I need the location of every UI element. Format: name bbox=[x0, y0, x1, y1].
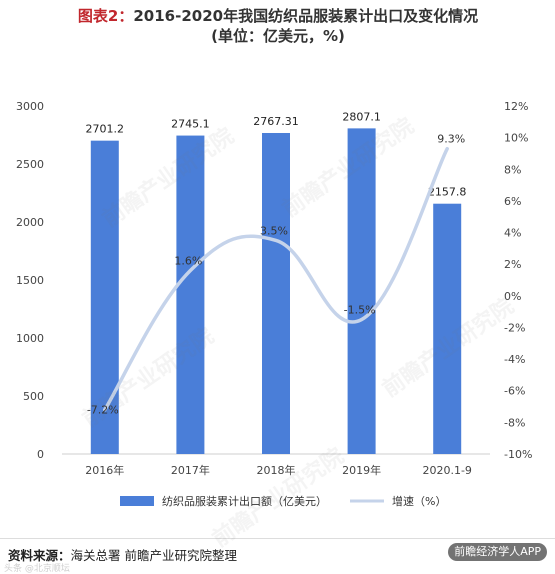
x-tick-label: 2016年 bbox=[85, 463, 124, 477]
y-left-tick-label: 1500 bbox=[16, 274, 44, 287]
app-badge[interactable]: 前瞻经济学人APP bbox=[448, 543, 547, 561]
chart-title: 图表2：2016-2020年我国纺织品服装累计出口及变化情况 (单位：亿美元，%… bbox=[8, 6, 548, 46]
legend-bar-swatch bbox=[120, 496, 154, 506]
line-value-label: -7.2% bbox=[87, 404, 119, 417]
legend-bar-label: 纺织品服装累计出口额（亿美元） bbox=[162, 494, 327, 508]
line-value-label: 1.6% bbox=[174, 255, 202, 268]
line-value-label: 3.5% bbox=[260, 224, 288, 237]
source-text: 海关总署 前瞻产业研究院整理 bbox=[70, 548, 237, 563]
bar-value-label: 2701.2 bbox=[86, 123, 125, 136]
y-left-tick-label: 500 bbox=[23, 390, 44, 403]
y-right-tick-label: 12% bbox=[504, 100, 528, 113]
bar-value-label: 2807.1 bbox=[342, 110, 381, 123]
y-left-tick-label: 2000 bbox=[16, 216, 44, 229]
chart-svg: 0 500 1000 1500 2000 2500 3000 -10% -8% -6% -4% -2%… bbox=[16, 100, 532, 508]
chart-area: 0 500 1000 1500 2000 2500 3000 -10% -8% -6% -4% -2%… bbox=[0, 80, 555, 520]
y-right-tick-label: -6% bbox=[504, 385, 525, 398]
y-right-tick-label: 2% bbox=[504, 258, 521, 271]
bar bbox=[347, 128, 376, 454]
y-left-tick-label: 1000 bbox=[16, 332, 44, 345]
chart-title-unit: (单位：亿美元，%) bbox=[211, 27, 345, 45]
source-note: 资料来源：海关总署 前瞻产业研究院整理 bbox=[8, 545, 237, 564]
x-tick-label: 2020.1-9 bbox=[422, 464, 471, 477]
growth-line bbox=[103, 146, 449, 412]
footer: 资料来源：海关总署 前瞻产业研究院整理 前瞻经济学人APP 头条 @北京顺坛 bbox=[0, 538, 555, 574]
bar-value-label: 2157.8 bbox=[428, 186, 467, 199]
bar bbox=[262, 132, 290, 454]
bar-value-label: 2767.31 bbox=[253, 115, 299, 128]
y-right-tick-label: -4% bbox=[504, 353, 525, 366]
y-left-tick-label: 3000 bbox=[16, 100, 44, 113]
y-left-tick-label: 0 bbox=[37, 448, 44, 461]
y-right-tick-label: 4% bbox=[504, 227, 521, 240]
chart-title-main: 2016-2020年我国纺织品服装累计出口及变化情况 bbox=[133, 7, 479, 25]
chart-title-prefix: 图表2： bbox=[77, 7, 134, 25]
legend-line-label: 增速（%） bbox=[392, 494, 446, 508]
x-tick-label: 2017年 bbox=[171, 463, 210, 477]
bar bbox=[176, 135, 205, 454]
x-tick-label: 2018年 bbox=[257, 463, 296, 477]
line-value-label: 9.3% bbox=[437, 133, 465, 146]
bar bbox=[90, 140, 119, 454]
y-left-tick-label: 2500 bbox=[16, 158, 44, 171]
line-value-label: -1.5% bbox=[344, 304, 376, 317]
bar-value-label: 2745.1 bbox=[171, 118, 210, 131]
y-right-tick-label: 6% bbox=[504, 195, 521, 208]
y-right-tick-label: -10% bbox=[504, 448, 532, 461]
corner-mark: 头条 @北京顺坛 bbox=[4, 564, 70, 574]
bar bbox=[433, 203, 462, 454]
y-right-tick-label: 0% bbox=[504, 290, 521, 303]
source-label: 资料来源： bbox=[8, 548, 71, 563]
y-right-tick-label: 8% bbox=[504, 163, 521, 176]
x-tick-label: 2019年 bbox=[342, 463, 381, 477]
y-right-tick-label: -2% bbox=[504, 321, 525, 334]
y-right-tick-label: 10% bbox=[504, 132, 528, 145]
y-right-tick-label: -8% bbox=[504, 416, 525, 429]
